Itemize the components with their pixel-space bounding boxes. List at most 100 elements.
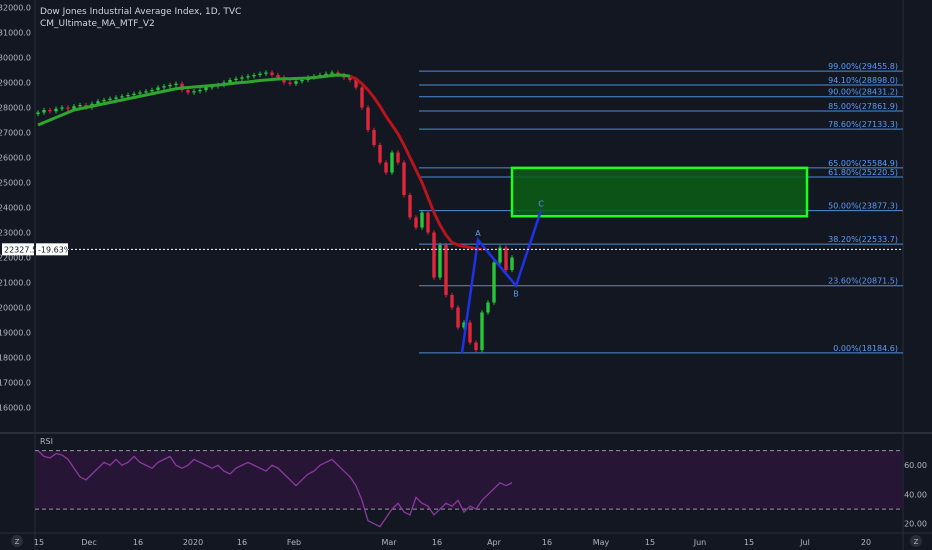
- candle-body: [450, 295, 454, 308]
- candle-body: [294, 81, 298, 84]
- change-label: -19.63%: [38, 245, 72, 254]
- current-price-badge: [2, 243, 34, 256]
- candle-body: [372, 130, 376, 145]
- candle-body: [354, 80, 358, 88]
- candle-body: [204, 87, 208, 90]
- candle-body: [348, 77, 352, 80]
- fib-level-label: 38.20%(22533.7): [828, 235, 898, 244]
- y-tick-label: 32000.0: [0, 4, 31, 13]
- candle-body: [396, 152, 400, 163]
- x-tick-label: 15: [34, 538, 44, 547]
- y-tick-label: 24000.0: [0, 204, 31, 213]
- candle-body: [330, 72, 334, 74]
- candle-body: [240, 77, 244, 79]
- candle-body: [78, 105, 82, 107]
- candle-body: [54, 108, 58, 112]
- candle-body: [228, 80, 232, 83]
- candle-body: [288, 82, 292, 84]
- y-tick-label: 19000.0: [0, 329, 31, 338]
- candle-body: [168, 85, 172, 87]
- candle-body: [48, 110, 52, 112]
- candle-body: [120, 96, 124, 98]
- x-tick-label: May: [593, 538, 610, 547]
- candle-body: [174, 83, 178, 85]
- candle-body: [420, 212, 424, 228]
- candle-body: [108, 98, 112, 100]
- candle-body: [492, 262, 496, 303]
- candle-body: [432, 232, 436, 278]
- x-tick-label: Jun: [693, 538, 707, 547]
- candle-body: [192, 91, 196, 93]
- x-tick-label: Feb: [287, 538, 301, 547]
- candle-body: [498, 247, 502, 263]
- candle-body: [276, 75, 280, 78]
- y-tick-label: 18000.0: [0, 354, 31, 363]
- candle-body: [486, 302, 490, 313]
- y-tick-label: 25000.0: [0, 179, 31, 188]
- candle-body: [198, 90, 202, 92]
- fib-level-label: 65.00%(25584.9): [828, 159, 898, 168]
- fib-level-label: 99.00%(29455.8): [828, 62, 898, 71]
- pattern-point-label-b: B: [513, 290, 519, 299]
- change-badge: [36, 243, 68, 256]
- candle-body: [366, 107, 370, 130]
- pattern-point-label-a: A: [475, 229, 481, 238]
- pattern-point-label-c: C: [538, 200, 544, 209]
- candle-body: [102, 100, 106, 102]
- left-corner-badge: [11, 535, 23, 547]
- candle-body: [162, 86, 166, 88]
- y-tick-label: 17000.0: [0, 379, 31, 388]
- candle-body: [456, 307, 460, 328]
- candle-body: [480, 312, 484, 350]
- y-tick-label: 23000.0: [0, 229, 31, 238]
- candle-body: [474, 342, 478, 350]
- fib-level-label: 61.80%(25220.5): [828, 168, 898, 177]
- fib-level-label: 23.60%(20871.5): [828, 277, 898, 286]
- candle-body: [132, 93, 136, 95]
- candle-body: [246, 76, 250, 78]
- candle-body: [300, 80, 304, 82]
- x-tick-label: 16: [542, 538, 552, 547]
- rsi-line: [37, 450, 513, 528]
- candle-body: [510, 257, 514, 270]
- y-tick-label: 28000.0: [0, 104, 31, 113]
- candle-body: [42, 110, 46, 113]
- x-tick-label: Apr: [487, 538, 502, 547]
- candle-body: [114, 97, 118, 99]
- y-tick-label: 27000.0: [0, 129, 31, 138]
- candle-body: [390, 152, 394, 173]
- candle-body: [96, 101, 100, 104]
- fib-level-label: 0.00%(18184.6): [833, 344, 898, 353]
- candle-body: [360, 87, 364, 108]
- candle-body: [234, 78, 238, 80]
- fib-level-label: 94.10%(28898.0): [828, 76, 898, 85]
- x-tick-label: 16: [432, 538, 442, 547]
- moving-average-line-red: [349, 74, 483, 251]
- candle-body: [384, 162, 388, 173]
- candle-body: [264, 72, 268, 74]
- x-tick-label: Mar: [381, 538, 397, 547]
- fib-level-label: 78.60%(27133.3): [828, 120, 898, 129]
- rsi-tick-label: 60.00: [904, 461, 927, 470]
- candle-body: [60, 107, 64, 109]
- y-tick-label: 21000.0: [0, 279, 31, 288]
- fib-level-label: 90.00%(28431.2): [828, 88, 898, 97]
- y-tick-label: 26000.0: [0, 154, 31, 163]
- y-tick-label: 22000.0: [0, 254, 31, 263]
- y-tick-label: 31000.0: [0, 29, 31, 38]
- current-price-label: 22327.5: [4, 245, 37, 254]
- candle-body: [414, 217, 418, 228]
- right-corner-label: Z: [914, 538, 919, 546]
- y-tick-label: 20000.0: [0, 304, 31, 313]
- candle-body: [324, 73, 328, 75]
- candle-body: [66, 107, 70, 109]
- candle-body: [438, 245, 442, 278]
- target-zone: [510, 166, 809, 218]
- x-tick-label: 20: [861, 538, 871, 547]
- candle-body: [504, 247, 508, 270]
- indicator-name: CM_Ultimate_MA_MTF_V2: [40, 19, 155, 29]
- x-tick-label: 16: [133, 538, 143, 547]
- rsi-label: RSI: [40, 437, 53, 446]
- chart-title: Dow Jones Industrial Average Index, 1D, …: [40, 7, 242, 17]
